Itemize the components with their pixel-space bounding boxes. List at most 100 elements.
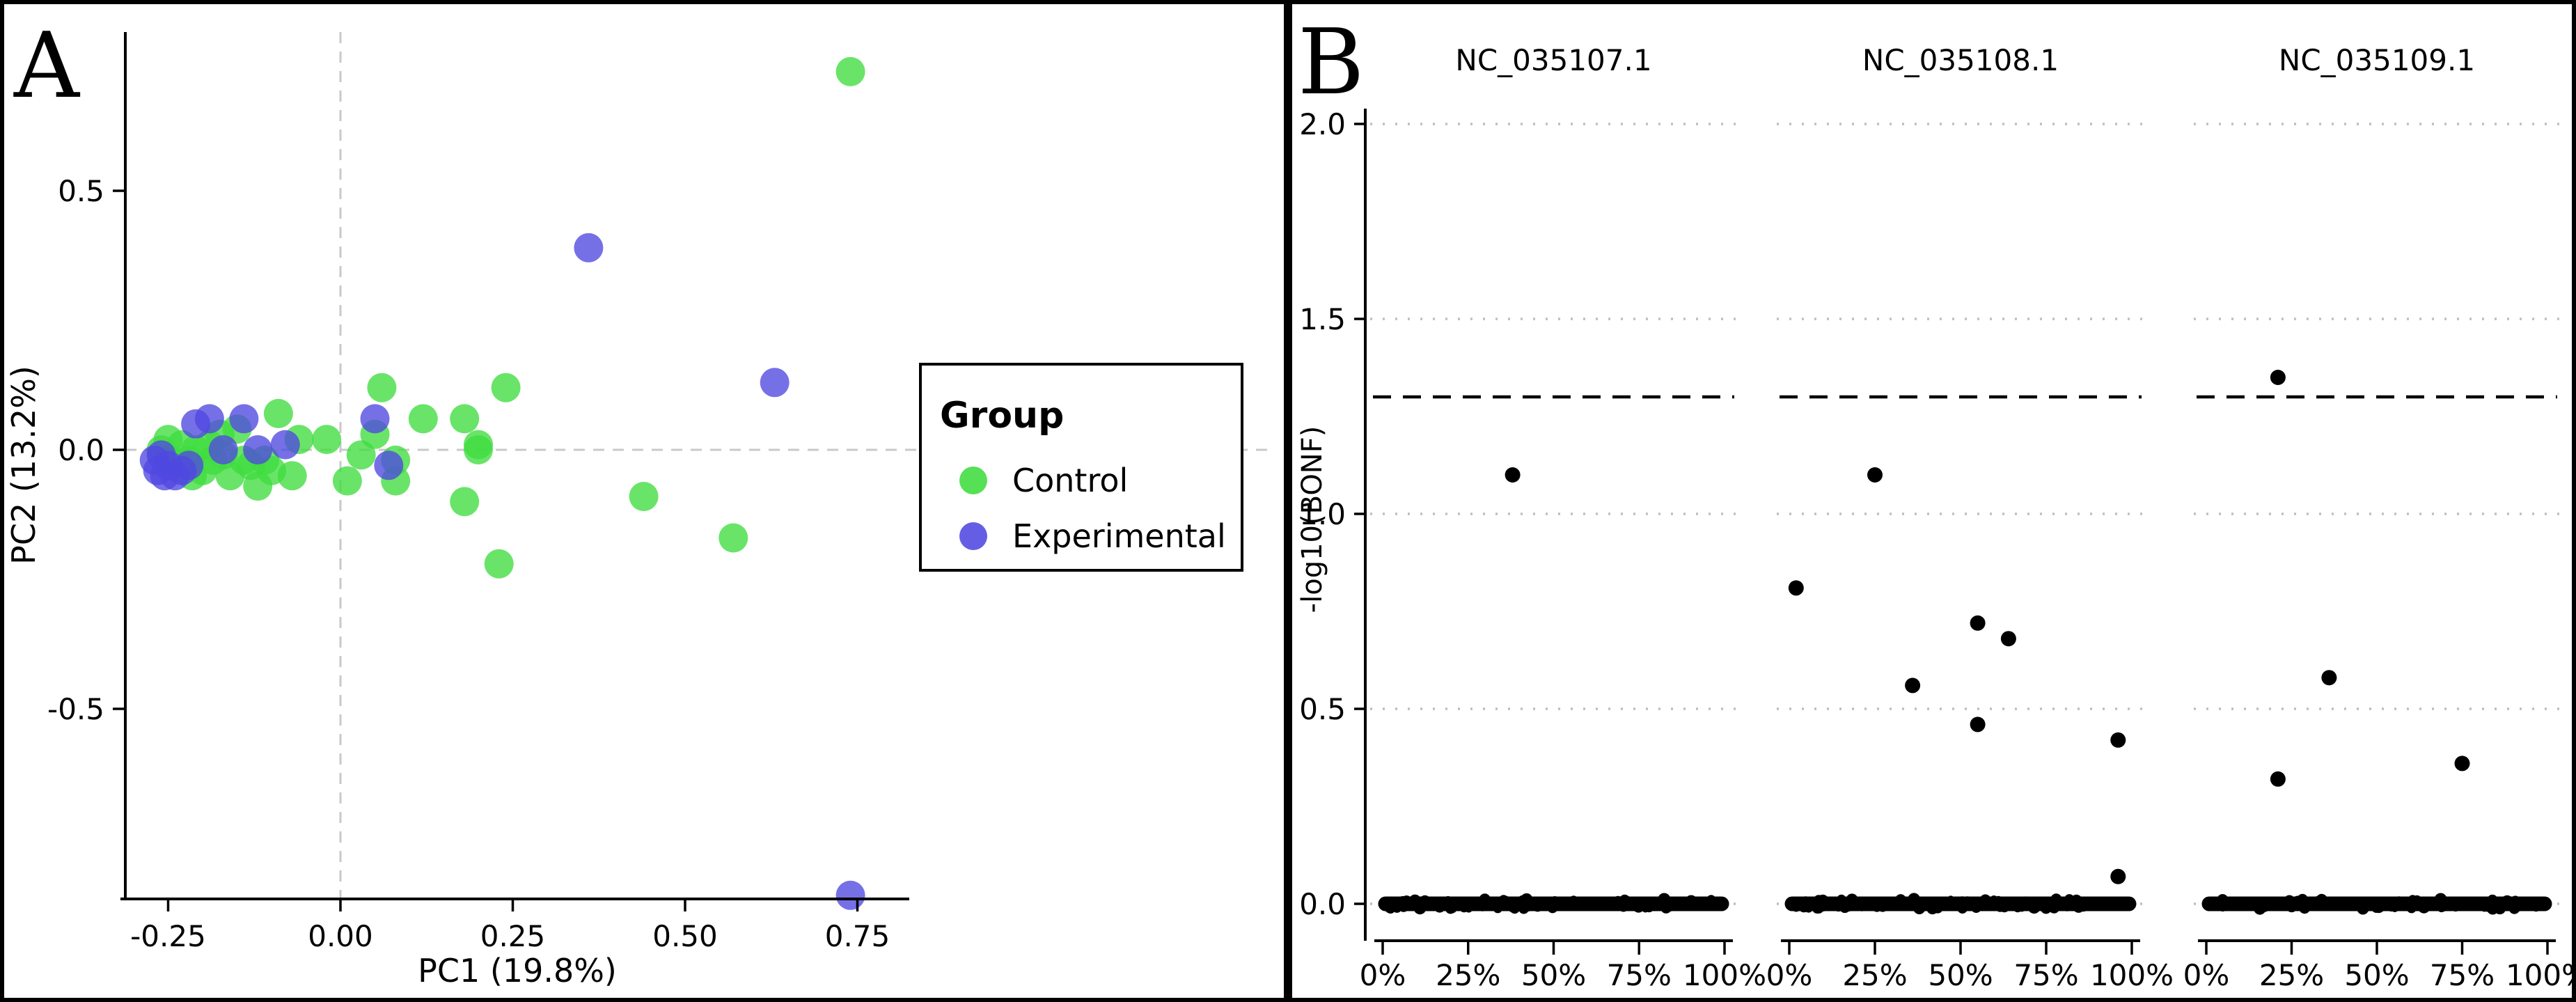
x-tick-label: 50% [1521, 958, 1586, 992]
zero-band-point [1640, 898, 1651, 909]
zero-band-point [2523, 898, 2534, 909]
pca-plot-area: -0.25 0.00 0.25 0.50 0.75 0.5 0.0 -0.5 PC1 (19.8… [5, 32, 1274, 989]
zero-band-point [1679, 899, 1690, 910]
zero-band-point [1942, 899, 1951, 909]
zero-band-point [2260, 903, 2269, 912]
zero-band-point [2501, 895, 2513, 908]
x-tick-label: 0.00 [308, 919, 373, 953]
zero-band-point [2486, 902, 2499, 915]
zero-band-point [2440, 896, 2448, 905]
zero-band-point [2412, 895, 2422, 905]
x-tick-label: 75% [2013, 958, 2078, 992]
x-tick-label: 75% [1607, 958, 1672, 992]
snp-point [1905, 678, 1921, 694]
snp-point [2000, 631, 2016, 647]
zero-band-point [1926, 902, 1939, 915]
y-tick-label: 1.0 [1299, 497, 1346, 531]
zero-band-point [2437, 904, 2446, 913]
zero-band-point [1392, 902, 1402, 913]
zero-band-point [1452, 898, 1459, 905]
snp-point [2110, 732, 2126, 748]
pca-point-experimental [270, 430, 300, 460]
zero-band-point [2243, 897, 2251, 905]
zero-band-point [1578, 898, 1588, 908]
zero-band-point [2040, 902, 2052, 914]
snp-point [1505, 467, 1521, 483]
zero-band-point [1452, 903, 1459, 911]
facet-title: NC_035109.1 [2279, 43, 2475, 77]
pca-point-control [484, 549, 514, 579]
zero-band-point [2475, 900, 2485, 909]
zero-band-point [1963, 900, 1972, 908]
zero-band-point [2029, 902, 2036, 910]
pca-point-control [367, 373, 397, 402]
pca-point-experimental [194, 404, 224, 434]
zero-band-point [1970, 902, 1982, 913]
zero-band-point [2537, 898, 2546, 907]
zero-band-point [1554, 900, 1562, 908]
zero-band-point [2508, 902, 2520, 914]
legend-label: Control [1012, 462, 1128, 499]
x-tick-label: 100% [1683, 958, 1766, 992]
zero-band-point [1387, 903, 1395, 911]
zero-band-point [1401, 895, 1412, 906]
zero-band-point [2105, 898, 2117, 910]
snp-point [1788, 580, 1804, 596]
x-tick-label: 0% [1360, 958, 1406, 992]
zero-band-point [1589, 897, 1602, 909]
pca-point-control [450, 404, 480, 434]
zero-band-point [1546, 900, 1556, 909]
pca-point-control [629, 482, 659, 511]
association-plot-area: NC_035107.1 0% 25% 50% 75% 100% NC_035108.1 0% 2… [1296, 43, 2572, 992]
pca-point-experimental [243, 435, 273, 464]
zero-band-point [2395, 899, 2407, 911]
facet-title: NC_035107.1 [1455, 43, 1651, 77]
snp-point [1970, 717, 1986, 733]
zero-band-point [2297, 893, 2308, 905]
zero-band-point [1477, 900, 1489, 911]
zero-band-point [2299, 902, 2311, 914]
zero-band-point [2487, 894, 2498, 905]
pca-point-control [835, 56, 865, 86]
zero-band-point [1490, 896, 1500, 907]
y-tick-label: 2.0 [1299, 107, 1346, 141]
panel-a-label: A [13, 13, 81, 118]
y-tick-label: 0.5 [58, 174, 104, 208]
zero-band-point [2218, 903, 2227, 912]
faceted-association-chart: B NC_035107.1 0% 25% 50% 75% 100% NC_035108.1 0… [1296, 9, 2572, 992]
x-tick-label: 75% [2430, 958, 2495, 992]
legend-swatch-experimental [959, 522, 987, 550]
facet-title: NC_035108.1 [1862, 43, 2059, 77]
x-axis-title: PC1 (19.8%) [418, 952, 617, 989]
zero-band-point [1868, 901, 1878, 911]
pca-point-experimental [374, 451, 404, 480]
snp-point [2321, 670, 2337, 686]
zero-band-point [2387, 903, 2396, 912]
legend-label: Experimental [1012, 517, 1226, 555]
pca-point-control [464, 430, 493, 460]
x-tick-label: -0.25 [130, 919, 206, 953]
x-tick-label: 100% [2090, 958, 2174, 992]
y-axis-title: -log10(BONF) [1296, 426, 1328, 613]
zero-band-point [1995, 902, 2005, 912]
zero-band-point [1617, 900, 1629, 912]
zero-band-point [2286, 897, 2295, 907]
pca-point-control [450, 487, 480, 517]
x-tick-label: 0.25 [480, 919, 546, 953]
pca-point-experimental [229, 404, 259, 434]
zero-band-point [1979, 894, 1991, 906]
pca-point-control [332, 466, 362, 496]
pca-point-control [718, 523, 748, 553]
zero-band-point [1896, 898, 1907, 909]
zero-band-point [2424, 898, 2436, 909]
pca-point-control [312, 425, 342, 455]
pca-point-experimental [835, 880, 865, 910]
pca-scatter-chart: A -0.25 0.00 0.25 0.50 0.75 0.5 0.0 -0.5 PC1 (19… [5, 13, 1274, 989]
zero-band-point [2274, 898, 2286, 910]
zero-band-point [1534, 896, 1544, 906]
zero-band-point [1569, 895, 1578, 905]
zero-band-point [1861, 898, 1870, 906]
zero-band-point [1817, 894, 1829, 907]
pca-point-experimental [574, 233, 604, 263]
